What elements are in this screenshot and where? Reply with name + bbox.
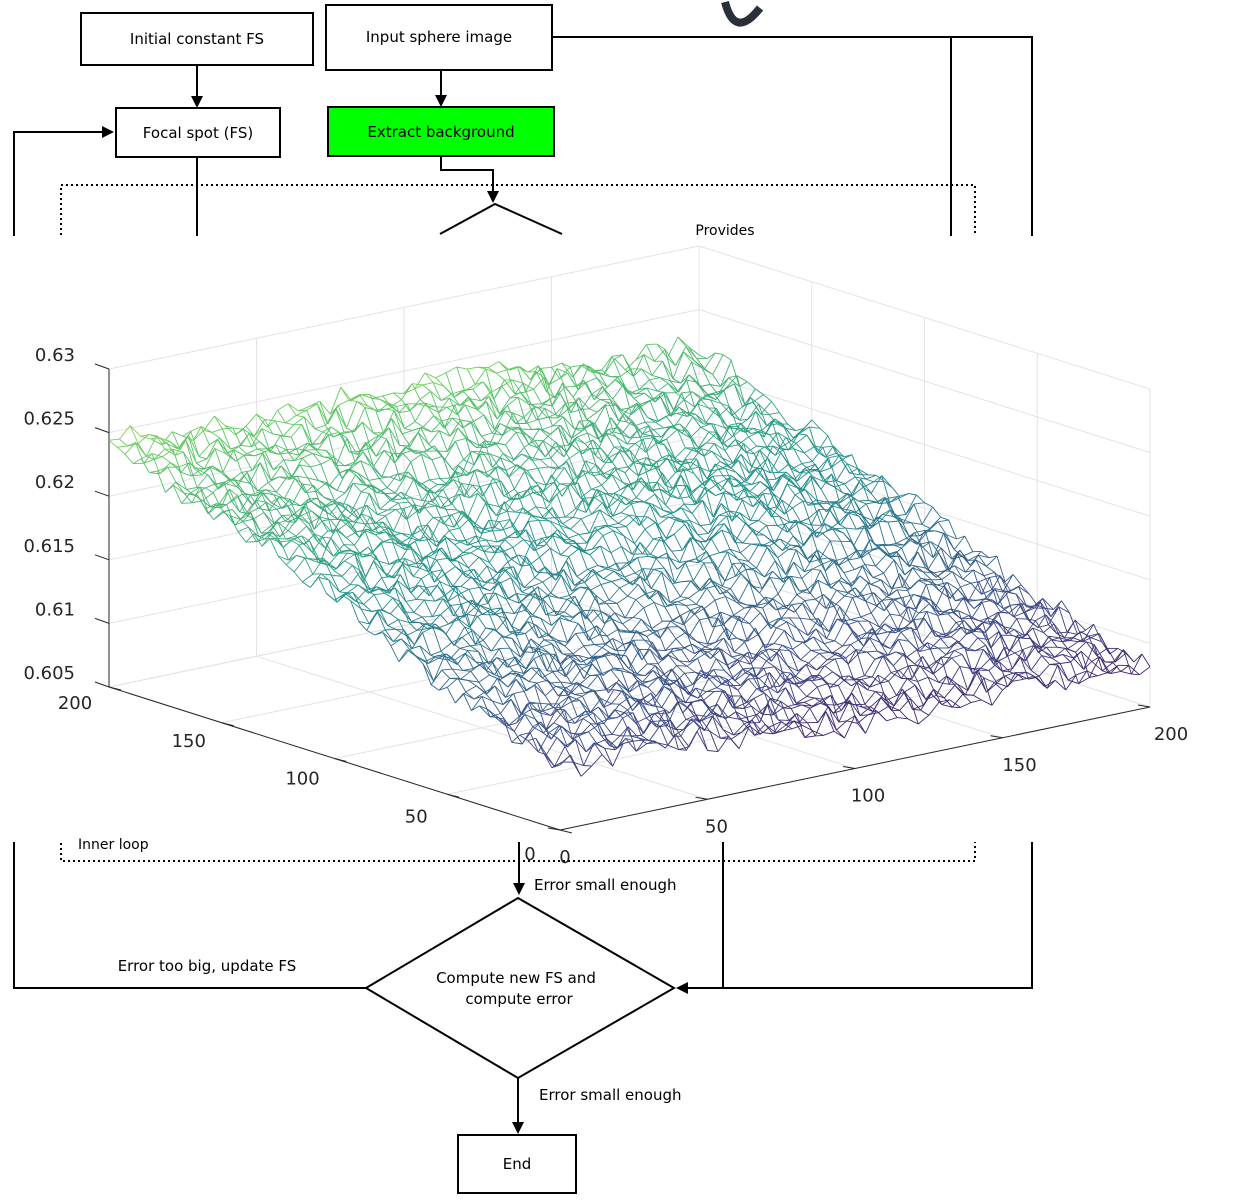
mesh-segment-x (521, 429, 532, 430)
mesh-segment-x (778, 720, 789, 721)
mesh-segment-x (753, 668, 764, 669)
surface-plot: 0501001502000501001502000.6050.610.6150.… (0, 236, 1233, 868)
mesh-segment-x (436, 407, 447, 408)
error-small-outer-label: Error small enough (539, 1086, 682, 1104)
decision-line-2: compute error (465, 990, 573, 1008)
mesh-segment-x (684, 504, 695, 505)
mesh-segment-x (874, 481, 885, 482)
decision-line-1: Compute new FS and (436, 969, 596, 987)
input-sphere-box: Input sphere image (326, 5, 552, 70)
extract-background-box: Extract background (328, 107, 554, 156)
mesh-segment-x (182, 503, 193, 504)
mesh-segment-y (416, 599, 424, 600)
mesh-segment-x (667, 680, 678, 681)
arrow-extract-to-inner (441, 156, 493, 201)
mesh-segment-x (283, 515, 294, 516)
mesh-segment-x (637, 516, 648, 517)
mesh-segment-y (457, 540, 465, 541)
end-label: End (503, 1155, 532, 1173)
cropped-title-glyph (725, 2, 760, 23)
mesh-segment-y (437, 484, 445, 485)
mesh-segment-y (323, 537, 331, 538)
end-box: End (458, 1135, 576, 1193)
mesh-segment-x (305, 450, 316, 451)
focal-spot-box: Focal spot (FS) (116, 108, 280, 157)
mesh-segment-x (394, 393, 405, 394)
line-input-right (552, 37, 1032, 240)
mesh-segment-x (531, 404, 542, 405)
error-too-big-label: Error too big, update FS (118, 957, 297, 975)
inner-decision-top (440, 204, 562, 234)
mesh-segment-y (318, 450, 326, 451)
mesh-segment-x (344, 545, 355, 546)
mesh-segment-x (858, 501, 869, 502)
mesh-segment-x (835, 528, 846, 529)
initial-fs-label: Initial constant FS (130, 30, 264, 48)
mesh-segment-x (811, 650, 822, 651)
mesh-segment-x (594, 644, 605, 645)
mesh-segment-y (584, 766, 592, 767)
mesh-segment-y (336, 465, 344, 466)
mesh-segment-y (620, 631, 628, 632)
initial-fs-box: Initial constant FS (81, 13, 313, 65)
input-sphere-label: Input sphere image (366, 28, 512, 46)
arrow-input-to-decision (678, 842, 1032, 988)
mesh-segment-x (686, 459, 697, 460)
mesh-segment-x (133, 463, 144, 464)
focal-spot-label: Focal spot (FS) (143, 124, 253, 142)
error-small-inner-label: Error small enough (534, 876, 677, 894)
mesh-segment-y (631, 633, 639, 634)
mesh-segment-y (625, 617, 633, 618)
mesh-segment-x (646, 344, 657, 345)
mesh-segment-y (197, 487, 205, 488)
mesh-segment-x (830, 541, 841, 542)
mesh-segment-y (683, 581, 691, 582)
mesh-segment-y (507, 512, 515, 513)
mesh-segment-y (815, 735, 823, 736)
extract-background-label: Extract background (367, 123, 514, 141)
compute-fs-decision: Compute new FS and compute error (366, 898, 674, 1078)
